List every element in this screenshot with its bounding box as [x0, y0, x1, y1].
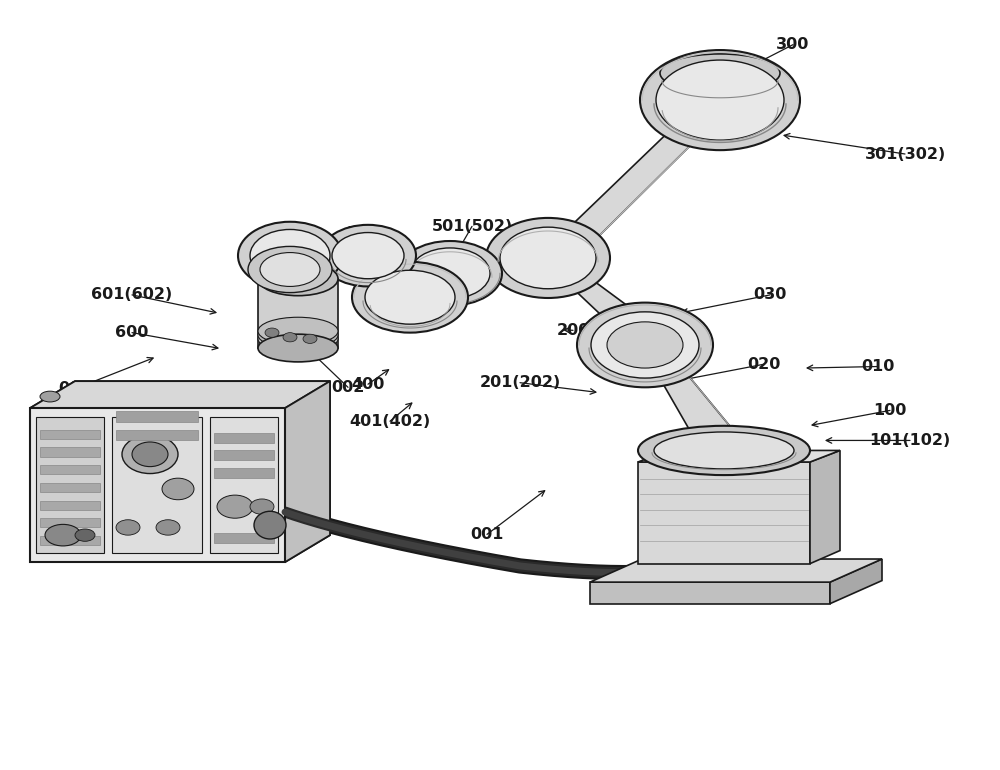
Ellipse shape — [591, 312, 699, 378]
Ellipse shape — [656, 60, 784, 140]
Ellipse shape — [283, 333, 297, 342]
Ellipse shape — [250, 229, 330, 282]
Polygon shape — [456, 253, 502, 275]
Ellipse shape — [40, 391, 60, 402]
Bar — [40, 518, 100, 527]
Polygon shape — [556, 102, 730, 245]
Ellipse shape — [320, 225, 416, 286]
Bar — [40, 536, 100, 545]
Polygon shape — [258, 279, 338, 348]
Ellipse shape — [248, 246, 332, 293]
Ellipse shape — [303, 334, 317, 343]
Text: 201(202): 201(202) — [479, 375, 561, 390]
Text: 200: 200 — [556, 323, 590, 338]
Text: 100: 100 — [873, 403, 907, 418]
Text: 400: 400 — [351, 377, 385, 392]
Polygon shape — [590, 559, 882, 582]
Ellipse shape — [258, 317, 338, 345]
Bar — [30, 408, 285, 562]
Bar — [210, 417, 278, 553]
Polygon shape — [548, 263, 668, 336]
Text: 030: 030 — [753, 287, 787, 303]
Bar — [214, 433, 274, 443]
Ellipse shape — [258, 334, 338, 362]
Ellipse shape — [258, 325, 338, 353]
Text: 501(502): 501(502) — [431, 219, 513, 234]
Text: 003: 003 — [58, 381, 92, 397]
Bar — [36, 417, 104, 553]
Bar — [214, 468, 274, 478]
Bar — [214, 450, 274, 460]
Text: 101(102): 101(102) — [869, 433, 951, 448]
Ellipse shape — [250, 499, 274, 514]
Ellipse shape — [254, 511, 286, 539]
Polygon shape — [660, 73, 780, 89]
Ellipse shape — [75, 529, 95, 541]
Ellipse shape — [122, 435, 178, 474]
Polygon shape — [30, 381, 330, 562]
Ellipse shape — [398, 241, 502, 306]
Text: 500: 500 — [346, 226, 380, 241]
Ellipse shape — [654, 432, 794, 469]
Ellipse shape — [500, 227, 596, 289]
Ellipse shape — [156, 520, 180, 535]
Polygon shape — [638, 450, 840, 462]
Ellipse shape — [352, 262, 468, 333]
Polygon shape — [285, 381, 330, 562]
Polygon shape — [590, 582, 830, 604]
Polygon shape — [366, 257, 395, 300]
Bar — [40, 465, 100, 474]
Ellipse shape — [332, 233, 404, 279]
Bar — [116, 411, 198, 422]
Ellipse shape — [132, 442, 168, 467]
Bar — [40, 430, 100, 439]
Text: 040: 040 — [201, 445, 235, 460]
Text: 010: 010 — [861, 359, 895, 374]
Ellipse shape — [258, 321, 338, 349]
Bar — [214, 533, 274, 543]
Ellipse shape — [607, 322, 683, 368]
Ellipse shape — [486, 218, 610, 298]
Bar — [40, 500, 100, 510]
Bar — [40, 483, 100, 492]
Ellipse shape — [365, 270, 455, 324]
Text: 300: 300 — [776, 37, 810, 52]
Polygon shape — [810, 450, 840, 564]
Ellipse shape — [217, 495, 253, 518]
Bar — [112, 417, 202, 553]
Ellipse shape — [116, 520, 140, 535]
Ellipse shape — [577, 303, 713, 387]
Ellipse shape — [260, 253, 320, 286]
Ellipse shape — [660, 69, 780, 108]
Polygon shape — [30, 381, 330, 408]
Polygon shape — [412, 253, 505, 303]
Polygon shape — [680, 536, 720, 559]
Bar — [40, 447, 100, 457]
Text: 600: 600 — [115, 325, 149, 340]
Bar — [116, 430, 198, 440]
Polygon shape — [638, 339, 748, 448]
Text: 301(302): 301(302) — [864, 146, 946, 162]
Ellipse shape — [640, 50, 800, 150]
Ellipse shape — [660, 54, 780, 92]
Ellipse shape — [45, 524, 81, 546]
Polygon shape — [830, 559, 882, 604]
Ellipse shape — [238, 222, 342, 290]
Polygon shape — [638, 462, 810, 564]
Ellipse shape — [265, 328, 279, 337]
Ellipse shape — [258, 262, 338, 296]
Ellipse shape — [410, 248, 490, 299]
Text: 001: 001 — [470, 527, 504, 542]
Text: 401(402): 401(402) — [349, 413, 431, 429]
Text: 601(602): 601(602) — [91, 287, 173, 303]
Ellipse shape — [638, 426, 810, 475]
Polygon shape — [300, 253, 358, 262]
Text: 020: 020 — [747, 357, 781, 372]
Ellipse shape — [162, 478, 194, 500]
Text: 002: 002 — [331, 380, 365, 395]
